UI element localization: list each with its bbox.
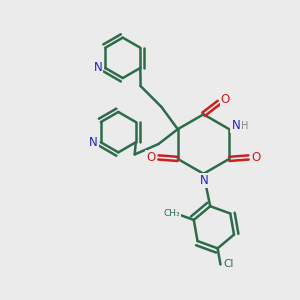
Text: CH₃: CH₃	[163, 209, 180, 218]
Text: O: O	[221, 93, 230, 106]
Text: Cl: Cl	[224, 260, 234, 269]
Text: O: O	[251, 151, 261, 164]
Text: N: N	[94, 61, 102, 74]
Text: N: N	[200, 174, 208, 187]
Text: O: O	[146, 151, 156, 164]
Text: N: N	[89, 136, 98, 149]
Text: N: N	[231, 119, 240, 132]
Text: H: H	[241, 121, 248, 130]
